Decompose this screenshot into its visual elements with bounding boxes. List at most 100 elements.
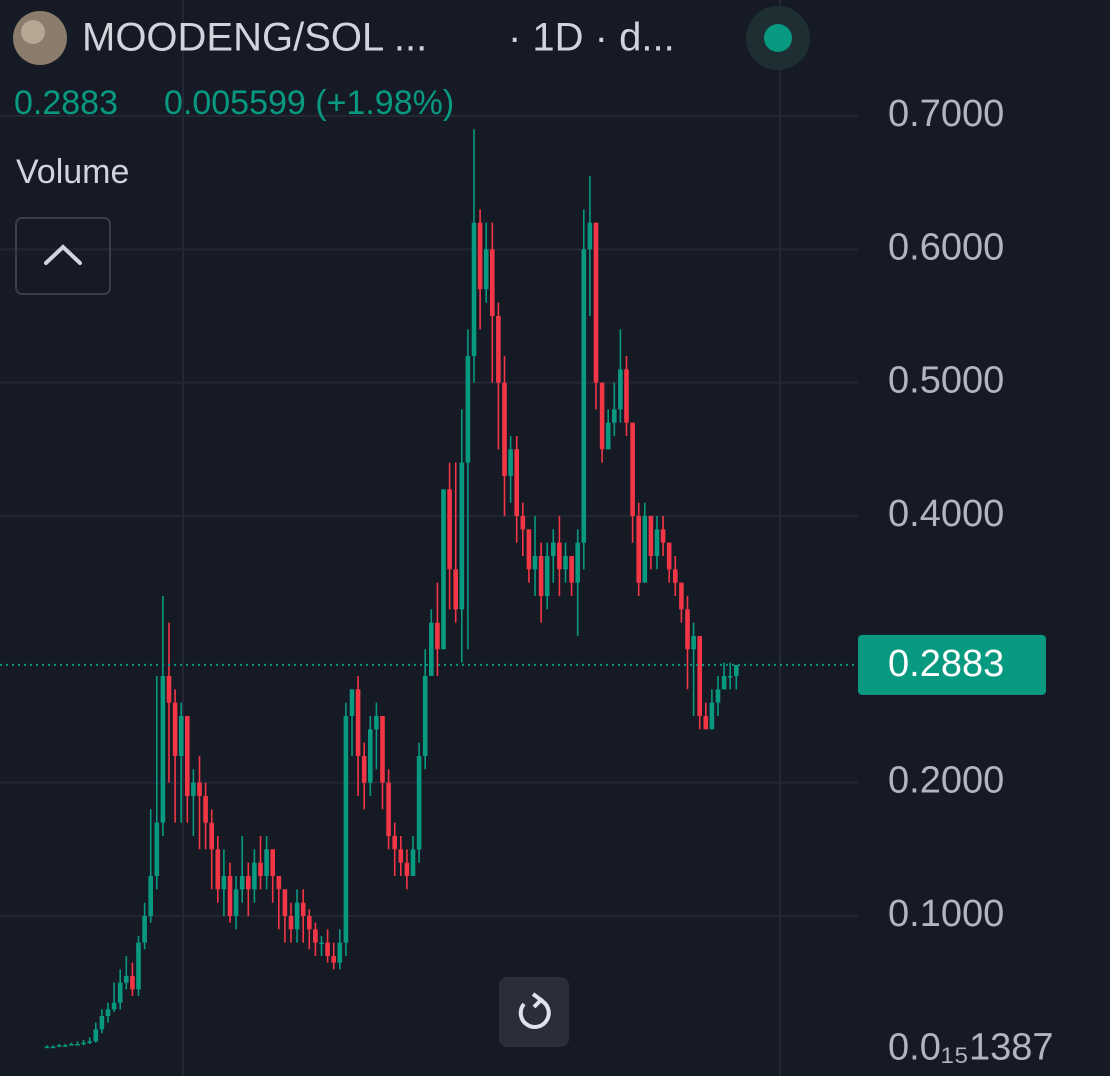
candle-body	[587, 222, 593, 250]
candle-body	[648, 516, 654, 556]
interval[interactable]: · 1D · d...	[508, 16, 675, 60]
candle-body	[453, 569, 458, 610]
y-tick-label: 0.5000	[888, 360, 1004, 402]
candle-body	[56, 1045, 62, 1047]
y-tick-label: 0.2000	[888, 760, 1004, 802]
candle-body	[416, 756, 422, 850]
candle-body	[380, 716, 385, 783]
candle-body	[81, 1042, 86, 1045]
candle-body	[172, 702, 178, 756]
candle-body	[215, 849, 221, 890]
candle-body	[331, 956, 336, 963]
candle-body	[349, 689, 355, 716]
candle-body	[313, 929, 318, 943]
candles	[44, 129, 739, 1049]
candle-body	[715, 689, 721, 703]
reset-button[interactable]	[499, 977, 569, 1047]
candle-body	[532, 556, 538, 570]
candle-body	[374, 716, 379, 730]
candle-body	[441, 489, 446, 650]
candle-body	[612, 409, 617, 423]
reset-icon-arrow	[531, 992, 545, 1009]
candle-body	[624, 369, 629, 423]
candle-body	[557, 542, 562, 570]
candle-body	[160, 676, 166, 823]
candle-body	[599, 382, 605, 450]
candle-body	[630, 422, 635, 516]
candle-body	[361, 756, 367, 783]
candle-body	[105, 1009, 111, 1016]
candle-body	[734, 664, 739, 676]
candle-body	[185, 716, 190, 796]
candle-body	[294, 902, 300, 930]
symbol-title[interactable]: MOODENG/SOL ...	[82, 16, 427, 60]
candle-body	[282, 889, 288, 916]
candle-body	[520, 516, 526, 530]
y-tick-label: 0.6000	[888, 226, 1004, 268]
candle-body	[221, 876, 227, 890]
y-tick-label: 0.1000	[888, 893, 1004, 935]
candle-body	[111, 1002, 117, 1010]
candle-body	[490, 249, 495, 316]
candle-body	[325, 942, 330, 956]
candle-body	[605, 422, 611, 450]
candle-body	[673, 569, 678, 583]
candle-body	[581, 249, 587, 543]
candle-body	[197, 782, 202, 796]
collapse-button[interactable]	[15, 217, 111, 295]
candle-body	[435, 622, 440, 650]
candle-body	[618, 369, 623, 410]
candle-body	[368, 729, 373, 783]
candle-body	[319, 942, 324, 945]
candle-body	[459, 462, 465, 610]
candle-body	[233, 889, 239, 916]
candle-body	[709, 702, 715, 730]
candle-body	[246, 876, 251, 890]
y-tick-label: 0.4000	[888, 493, 1004, 535]
candle-body	[660, 529, 666, 543]
candle-body	[124, 976, 129, 983]
candle-body	[343, 716, 349, 943]
last-price-label: 0.2883	[888, 643, 1004, 685]
candle-body	[300, 902, 306, 916]
candle-body	[526, 529, 532, 570]
candle-body	[502, 382, 507, 476]
candle-body	[178, 716, 184, 756]
candle-body	[569, 556, 574, 583]
candle-body	[642, 516, 648, 583]
candle-body	[136, 942, 141, 990]
candle-body	[429, 622, 434, 676]
candle-body	[99, 1016, 105, 1030]
candle-body	[87, 1041, 92, 1043]
candle-body	[575, 542, 580, 583]
candle-body	[130, 976, 135, 990]
candle-body	[307, 916, 312, 930]
candle-body	[636, 516, 641, 583]
candle-body	[270, 849, 275, 876]
candle-body	[685, 609, 690, 650]
candle-body	[50, 1046, 56, 1049]
token-avatar-detail	[21, 20, 45, 44]
candle-body	[209, 822, 214, 850]
candle-body	[483, 249, 489, 290]
candle-body	[252, 862, 257, 890]
candle-body	[258, 862, 263, 876]
candle-body	[117, 982, 123, 1003]
candle-body	[697, 636, 702, 716]
candle-body	[355, 689, 361, 756]
candle-body	[551, 542, 556, 556]
last-price: 0.2883	[14, 84, 118, 122]
candle-body	[654, 529, 660, 556]
candle-body	[398, 849, 404, 863]
candle-body	[514, 449, 519, 516]
candle-body	[508, 449, 513, 476]
candle-body	[69, 1044, 74, 1046]
candle-body	[227, 876, 233, 916]
candle-body	[703, 716, 709, 730]
candle-body	[264, 849, 269, 876]
candle-body	[148, 876, 153, 916]
candle-body	[93, 1029, 99, 1042]
candle-body	[276, 876, 282, 890]
